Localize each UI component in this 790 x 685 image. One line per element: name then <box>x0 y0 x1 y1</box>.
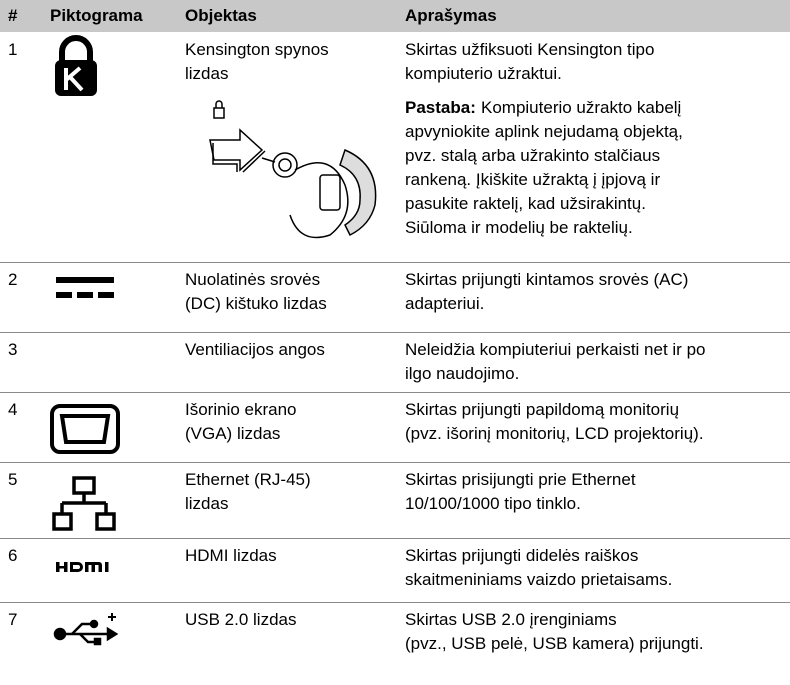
row-number: 3 <box>8 340 18 359</box>
row-separator <box>0 462 790 463</box>
header-cell: # <box>8 6 18 25</box>
header-cell: Piktograma <box>50 6 143 25</box>
row-separator <box>0 392 790 393</box>
description-text: (pvz. išorinį monitorių, LCD projektorių… <box>405 424 704 443</box>
object-text: (DC) kištuko lizdas <box>185 294 327 313</box>
description-text: 10/100/1000 tipo tinklo. <box>405 494 581 513</box>
description-text: Skirtas prijungti kintamos srovės (AC) <box>405 270 689 289</box>
ethernet-icon <box>52 476 116 531</box>
row-separator <box>0 602 790 603</box>
description-text: skaitmeniniams vaizdo prietaisams. <box>405 570 673 589</box>
lock-illustration <box>209 100 377 239</box>
description-text: adapteriui. <box>405 294 485 313</box>
object-text: Išorinio ekrano <box>185 400 297 419</box>
note-text: pasukite raktelį, kad užsirakintų. <box>405 194 646 213</box>
object-text: Kensington spynos <box>185 40 329 59</box>
row-separator <box>0 538 790 539</box>
object-text: (VGA) lizdas <box>185 424 281 443</box>
vga-icon <box>50 404 120 454</box>
row-number: 4 <box>8 400 18 419</box>
kensington-icon <box>55 35 97 96</box>
row-number: 5 <box>8 470 18 489</box>
description-text: (pvz., USB pelė, USB kamera) prijungti. <box>405 634 704 653</box>
note-text: rankeną. Įkiškite užraktą į įpjovą ir <box>405 170 661 189</box>
description-text: Skirtas prijungti didelės raiškos <box>405 546 639 565</box>
object-text: USB 2.0 lizdas <box>185 610 297 629</box>
row-number: 7 <box>8 610 18 629</box>
note-text: Siūloma ir modelių be raktelių. <box>405 218 633 237</box>
hdmi-icon <box>56 562 109 572</box>
note-text: pvz. stalą arba užrakinto stalčiaus <box>405 146 661 165</box>
table-header <box>0 0 790 32</box>
note-label: Pastaba: <box>405 98 476 117</box>
description-text: ilgo naudojimo. <box>405 364 520 383</box>
object-text: Ethernet (RJ-45) <box>185 470 311 489</box>
description-text: Neleidžia kompiuteriui perkaisti net ir … <box>405 340 706 359</box>
row-separator <box>0 262 790 263</box>
note-text: Kompiuterio užrakto kabelį <box>481 98 682 117</box>
row-number: 6 <box>8 546 18 565</box>
description-text: Skirtas prijungti papildomą monitorių <box>405 400 680 419</box>
object-text: lizdas <box>185 494 229 513</box>
object-text: HDMI lizdas <box>185 546 277 565</box>
header-cell: Aprašymas <box>405 6 497 25</box>
note-text: apvyniokite aplink nejudamą objektą, <box>405 122 683 141</box>
description-text: Skirtas užfiksuoti Kensington tipo <box>405 40 655 59</box>
object-text: lizdas <box>185 64 229 83</box>
description-text: Skirtas prisijungti prie Ethernet <box>405 470 636 489</box>
row-separator <box>0 332 790 333</box>
description-text: Skirtas USB 2.0 įrenginiams <box>405 610 617 629</box>
description-text: kompiuterio užraktui. <box>405 64 562 83</box>
object-text: Nuolatinės srovės <box>185 270 321 289</box>
header-cell: Objektas <box>185 6 257 25</box>
row-number: 2 <box>8 270 18 289</box>
object-text: Ventiliacijos angos <box>185 340 325 359</box>
row-number: 1 <box>8 40 18 59</box>
usb-icon <box>53 613 119 646</box>
dc-icon <box>56 277 114 298</box>
